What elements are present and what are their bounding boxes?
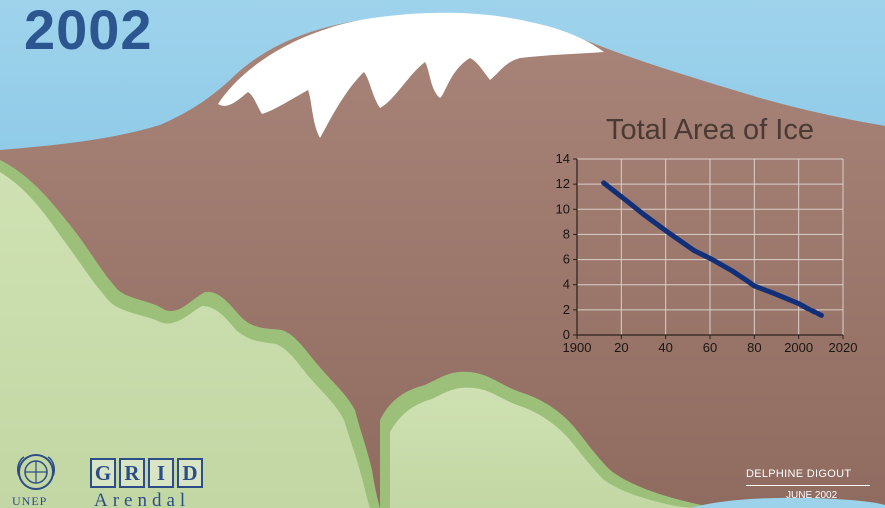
ice-area-chart: 1900 20 40 60 80 2000 2020 0 2 4 6 8 10 12 14 xyxy=(556,151,858,355)
x-tick-label: 20 xyxy=(614,340,628,355)
logo-group: UNEP G R I D Arendal xyxy=(10,452,230,508)
y-tick-label: 0 xyxy=(563,327,570,342)
vegetation-left xyxy=(0,172,370,508)
y-tick-label: 12 xyxy=(556,176,570,191)
snow-cap xyxy=(218,12,604,138)
grid-logo: G R I D xyxy=(90,458,203,488)
ice-area-line xyxy=(601,180,808,310)
chart-grid xyxy=(577,158,844,335)
chart-tick-labels: 1900 20 40 60 80 2000 2020 0 2 4 6 8 10 12 14 xyxy=(556,151,858,355)
y-tick-label: 4 xyxy=(563,277,570,292)
ice-area-projection-line xyxy=(802,304,826,319)
grid-letter-r: R xyxy=(119,458,145,488)
unep-label: UNEP xyxy=(12,494,48,508)
grid-letter-i: I xyxy=(148,458,174,488)
y-tick-label: 10 xyxy=(556,201,570,216)
chart-title: Total Area of Ice xyxy=(606,114,814,146)
year-title: 2002 xyxy=(24,0,153,61)
x-tick-label: 2020 xyxy=(829,340,858,355)
credit-divider xyxy=(746,485,870,486)
unep-emblem-icon xyxy=(17,454,55,490)
x-tick-label: 40 xyxy=(658,340,672,355)
x-tick-label: 80 xyxy=(747,340,761,355)
x-tick-label: 60 xyxy=(703,340,717,355)
arendal-label: Arendal xyxy=(94,490,191,508)
y-tick-label: 14 xyxy=(556,151,570,166)
x-tick-label: 2000 xyxy=(784,340,813,355)
credit-author: DELPHINE DIGOUT xyxy=(746,468,852,480)
y-tick-label: 2 xyxy=(563,302,570,317)
grid-letter-g: G xyxy=(90,458,116,488)
grid-letter-d: D xyxy=(177,458,203,488)
y-tick-label: 6 xyxy=(563,252,570,267)
water-stripe xyxy=(690,497,885,508)
chart-axes xyxy=(573,158,844,339)
chart-series xyxy=(601,180,826,319)
y-tick-label: 8 xyxy=(563,226,570,241)
x-tick-label: 1900 xyxy=(563,340,592,355)
vegetation-right xyxy=(390,387,700,508)
credit-date: JUNE 2002 xyxy=(786,490,838,501)
